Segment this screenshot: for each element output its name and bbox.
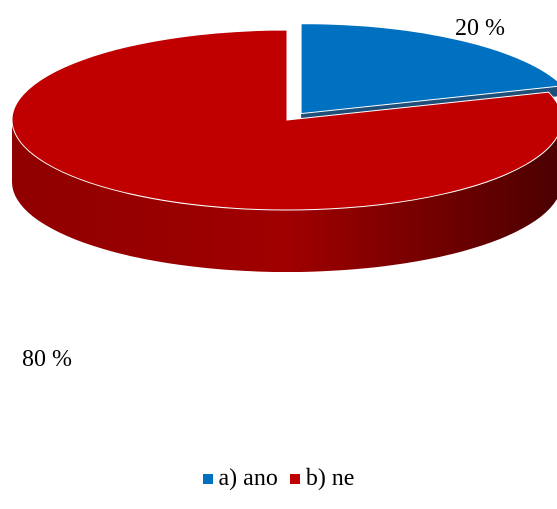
legend-swatch-a-ano <box>202 473 213 484</box>
legend-item-a-ano: a) ano <box>202 465 278 492</box>
legend-swatch-b-ne <box>289 473 300 484</box>
legend: a) ano b) ne <box>0 465 557 492</box>
data-label-b-ne: 80 % <box>22 346 72 372</box>
data-label-a-ano: 20 % <box>455 15 505 41</box>
pie-slice-b-ne <box>11 29 557 211</box>
legend-label-b-ne: b) ne <box>305 465 355 491</box>
pie-side-b-ne <box>12 120 557 272</box>
pie-slice-a-ano <box>300 23 557 115</box>
legend-label-a-ano: a) ano <box>218 465 278 491</box>
legend-item-b-ne: b) ne <box>289 465 355 492</box>
